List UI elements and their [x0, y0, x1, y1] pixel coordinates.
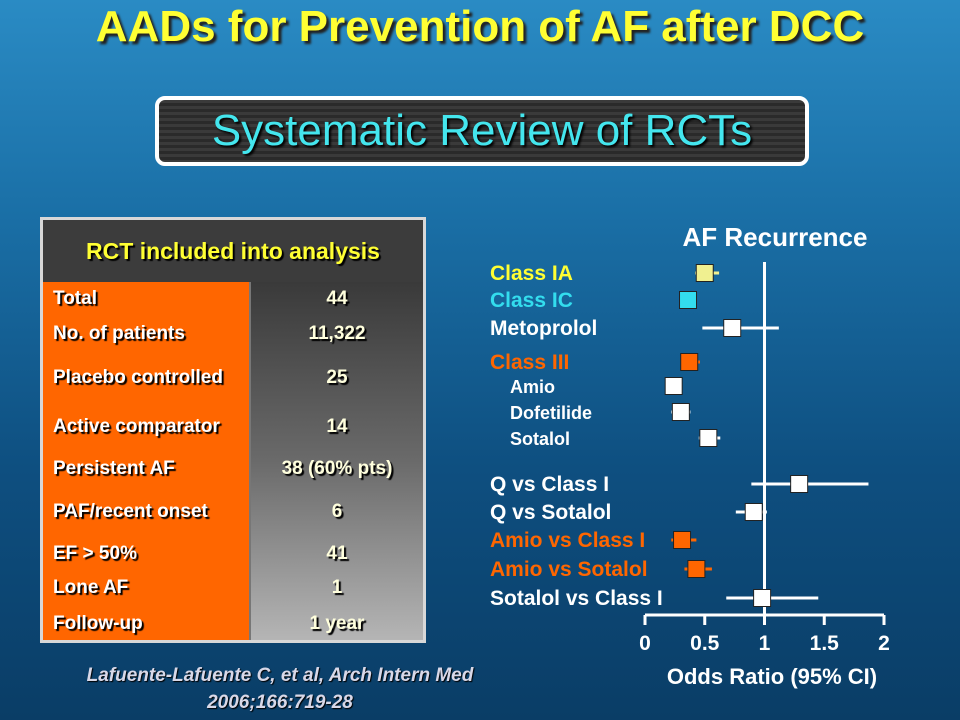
value-column [251, 282, 423, 640]
point-estimate [699, 429, 718, 447]
row-label-dofetilide: Dofetilide [510, 403, 592, 423]
point-estimate [679, 291, 698, 309]
row-label-sotalol-vs-class-i: Sotalol vs Class I [490, 587, 663, 610]
row-value-active: 14 [326, 416, 348, 437]
point-estimate [680, 353, 699, 371]
row-value-ef: 41 [326, 543, 348, 564]
row-label-class-ic: Class IC [490, 289, 573, 312]
row-value-lone: 1 [331, 577, 343, 598]
row-label-amio: Amio [510, 377, 555, 397]
point-estimate [673, 531, 692, 549]
row-value-followup: 1 year [309, 613, 365, 634]
row-label-followup: Follow-up [53, 613, 143, 634]
row-label-patients: No. of patients [53, 323, 185, 344]
row-label-amio-vs-class-i: Amio vs Class I [490, 529, 645, 552]
point-estimate [723, 319, 742, 337]
row-label-class-ia: Class IA [490, 262, 573, 285]
row-label-amio-vs-sotalol: Amio vs Sotalol [490, 558, 648, 581]
row-label-class-iii: Class III [490, 351, 569, 374]
subtitle-box: Systematic Review of RCTs [155, 96, 809, 166]
x-tick-label: 2 [878, 632, 890, 655]
table-header: RCT included into analysis [43, 220, 423, 282]
point-estimate [664, 377, 683, 395]
row-label-placebo: Placebo controlled [53, 367, 223, 388]
row-label-lone: Lone AF [53, 577, 129, 598]
row-label-q-vs-class-i: Q vs Class I [490, 473, 609, 496]
point-estimate [687, 560, 706, 578]
row-value-placebo: 25 [326, 367, 348, 388]
slide-title: AADs for Prevention of AF after DCC [95, 2, 865, 51]
label-column [43, 282, 251, 640]
row-label-active: Active comparator [53, 416, 220, 437]
subtitle-text: Systematic Review of RCTs [211, 106, 753, 155]
row-label-q-vs-sotalol: Q vs Sotalol [490, 501, 611, 524]
rct-table: RCT included into analysis Total 44 No. … [40, 217, 426, 643]
x-tick-label: 0 [639, 632, 651, 655]
row-value-paf: 6 [331, 501, 343, 522]
chart-title: AF Recurrence [683, 222, 868, 252]
citation-line1: Lafuente-Lafuente C, et al, Arch Intern … [86, 665, 474, 686]
row-label-ef: EF > 50% [53, 543, 137, 564]
point-estimate [753, 589, 772, 607]
point-estimate [695, 264, 714, 282]
row-label-metoprolol: Metoprolol [490, 317, 597, 340]
x-axis-label: Odds Ratio (95% CI) [667, 664, 877, 689]
row-label-persistent: Persistent AF [53, 458, 175, 479]
row-value-total: 44 [326, 288, 348, 309]
x-tick-label: 0.5 [690, 632, 720, 655]
x-tick-label: 1 [759, 632, 771, 655]
row-value-persistent: 38 (60% pts) [281, 458, 393, 479]
row-label-sotalol: Sotalol [510, 429, 570, 449]
row-label-paf: PAF/recent onset [53, 501, 208, 522]
point-estimate [790, 475, 809, 493]
row-label-total: Total [53, 288, 97, 309]
point-estimate [671, 403, 690, 421]
x-tick-label: 1.5 [810, 632, 840, 655]
point-estimate [744, 503, 763, 521]
row-value-patients: 11,322 [308, 323, 366, 344]
citation-line2: 2006;166:719-28 [207, 692, 353, 713]
